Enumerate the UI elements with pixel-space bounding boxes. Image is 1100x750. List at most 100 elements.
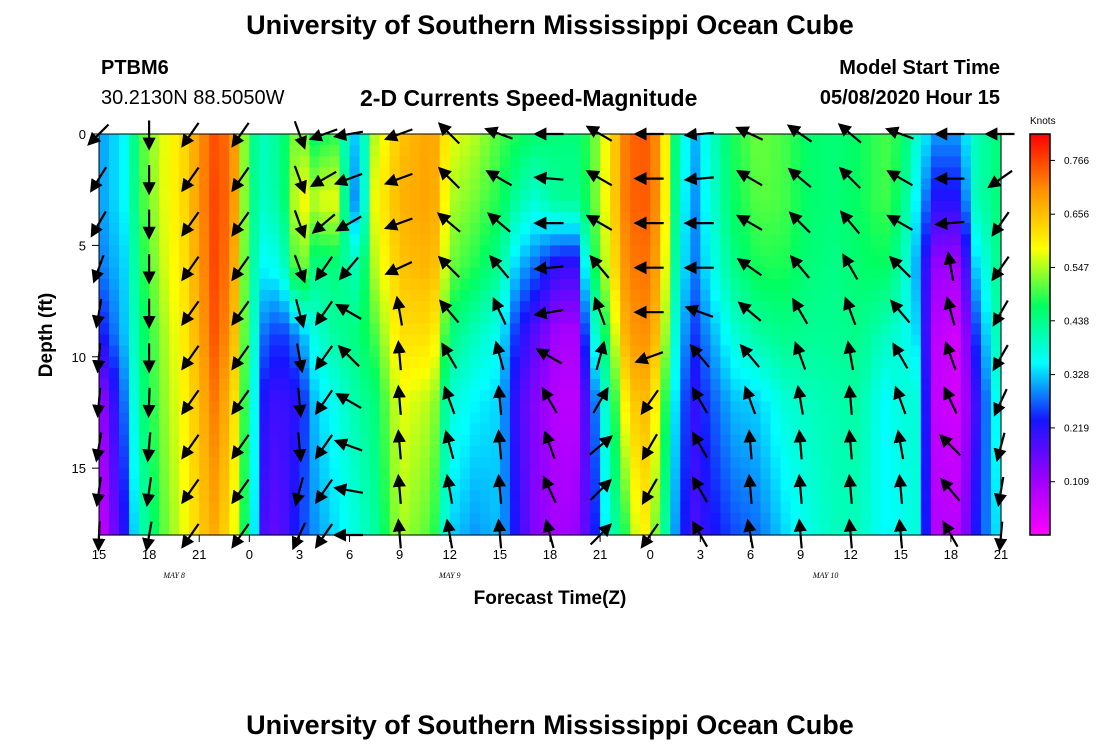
heatmap-cell xyxy=(159,323,170,336)
heatmap-cell xyxy=(129,412,140,425)
heatmap-cell xyxy=(970,323,982,336)
heatmap-cell xyxy=(119,289,130,302)
heatmap-cell xyxy=(980,434,992,447)
heatmap-cell xyxy=(399,289,411,302)
heatmap-cell xyxy=(309,401,321,414)
heatmap-cell xyxy=(539,323,551,336)
heatmap-cell xyxy=(429,412,441,425)
heatmap-cell xyxy=(880,379,892,391)
heatmap-cell xyxy=(279,267,291,280)
heatmap-cell xyxy=(539,445,551,458)
heatmap-cell xyxy=(219,267,230,280)
heatmap-cell xyxy=(870,245,882,258)
heatmap-cell xyxy=(479,167,491,180)
heatmap-cell xyxy=(489,289,501,302)
heatmap-cell xyxy=(920,200,932,213)
heatmap-cell xyxy=(960,501,972,514)
heatmap-cell xyxy=(309,501,321,514)
heatmap-cell xyxy=(630,312,641,324)
heatmap-cell xyxy=(920,223,932,235)
heatmap-cell xyxy=(910,423,922,436)
heatmap-cell xyxy=(249,323,260,336)
heatmap-cell xyxy=(429,468,441,480)
heatmap-cell xyxy=(319,323,331,336)
heatmap-cell xyxy=(820,234,832,246)
heatmap-cell xyxy=(169,245,180,258)
heatmap-cell xyxy=(419,267,431,280)
current-arrow xyxy=(589,254,610,279)
current-arrow xyxy=(735,214,763,231)
heatmap-cell xyxy=(850,156,862,169)
heatmap-cell xyxy=(479,234,491,246)
heatmap-cell xyxy=(710,323,721,336)
heatmap-cell xyxy=(660,178,671,191)
heatmap-cell xyxy=(399,390,411,402)
heatmap-cell xyxy=(870,312,882,324)
heatmap-cell xyxy=(179,156,190,169)
heatmap-cell xyxy=(740,289,752,302)
heatmap-cell xyxy=(910,178,922,191)
heatmap-cell xyxy=(740,156,752,169)
heatmap-cell xyxy=(560,468,571,480)
heatmap-cell xyxy=(750,423,762,436)
heatmap-cell xyxy=(289,245,301,258)
heatmap-cell xyxy=(930,312,942,324)
heatmap-cell xyxy=(189,367,200,380)
current-arrow xyxy=(743,473,757,504)
heatmap-cell xyxy=(850,200,862,213)
heatmap-cell xyxy=(179,345,190,358)
heatmap-cell xyxy=(970,379,982,391)
heatmap-cell xyxy=(590,189,601,202)
heatmap-cell xyxy=(389,356,401,369)
heatmap-cell xyxy=(389,457,401,469)
heatmap-cell xyxy=(139,200,150,213)
heatmap-cell xyxy=(910,223,922,235)
heatmap-cell xyxy=(389,278,401,291)
current-arrow xyxy=(384,261,413,276)
heatmap-cell xyxy=(309,468,321,480)
heatmap-cell xyxy=(580,334,591,347)
heatmap-cell xyxy=(620,256,631,269)
heatmap-cell xyxy=(469,523,481,536)
heatmap-cell xyxy=(770,523,782,536)
heatmap-cell xyxy=(169,379,180,391)
heatmap-cell xyxy=(580,256,591,269)
heatmap-cell xyxy=(329,178,341,191)
heatmap-cell xyxy=(109,145,120,157)
heatmap-cell xyxy=(760,379,772,391)
heatmap-cell xyxy=(940,178,952,191)
heatmap-cell xyxy=(349,323,361,336)
heatmap-cell xyxy=(359,301,371,313)
heatmap-cell xyxy=(750,289,762,302)
heatmap-cell xyxy=(990,156,1002,169)
heatmap-cell xyxy=(359,134,371,146)
heatmap-cell xyxy=(570,301,581,313)
heatmap-cell xyxy=(880,289,892,302)
heatmap-cell xyxy=(640,434,651,447)
heatmap-cell xyxy=(860,345,872,358)
heatmap-cell xyxy=(750,200,762,213)
heatmap-cell xyxy=(169,256,180,269)
heatmap-cell xyxy=(580,434,591,447)
heatmap-cell xyxy=(289,412,301,425)
heatmap-cell xyxy=(519,234,531,246)
heatmap-cell xyxy=(780,234,792,246)
heatmap-cell xyxy=(860,178,872,191)
heatmap-cell xyxy=(429,334,441,347)
heatmap-cell xyxy=(980,390,992,402)
heatmap-cell xyxy=(469,223,481,235)
heatmap-cell xyxy=(570,245,581,258)
heatmap-cell xyxy=(309,445,321,458)
heatmap-cell xyxy=(810,245,822,258)
heatmap-cell xyxy=(399,334,411,347)
heatmap-cell xyxy=(880,523,892,536)
heatmap-cell xyxy=(620,134,631,146)
heatmap-cell xyxy=(560,145,571,157)
heatmap-cell xyxy=(299,189,311,202)
heatmap-cell xyxy=(519,468,531,480)
heatmap-cell xyxy=(499,523,511,536)
heatmap-cell xyxy=(740,490,752,503)
heatmap-cell xyxy=(99,345,110,358)
current-arrow xyxy=(181,434,200,460)
heatmap-cell xyxy=(720,211,731,224)
